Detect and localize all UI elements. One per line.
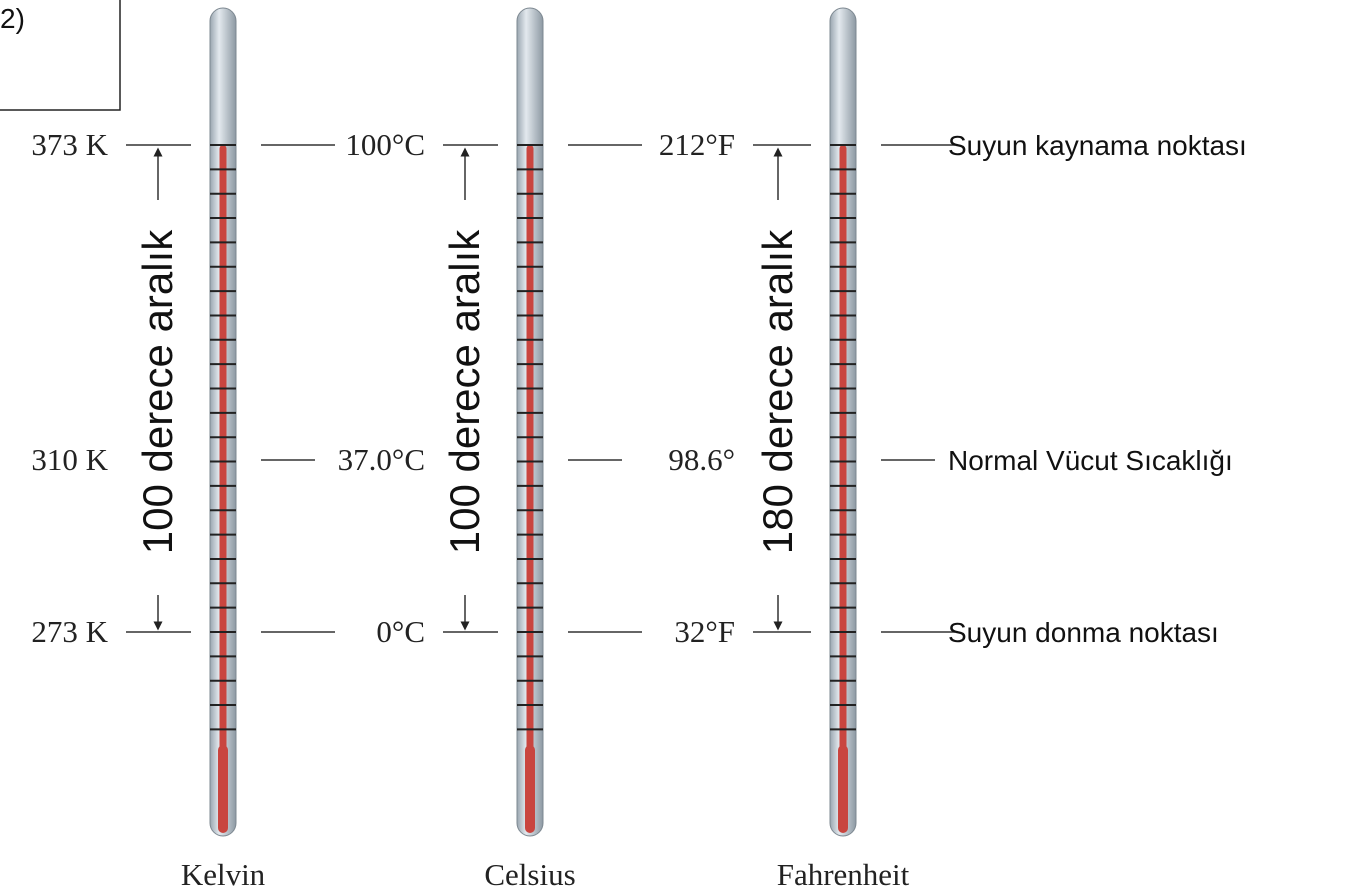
scale-label: 310 K [31, 442, 108, 477]
bulb [218, 745, 228, 833]
bulb [838, 745, 848, 833]
scale-label: 373 K [31, 127, 108, 162]
question-label: 2) [0, 3, 25, 34]
scale-name: Celsius [484, 857, 575, 892]
scale-label: 0°C [376, 614, 425, 649]
interval-label: 180 derece aralık [754, 229, 801, 555]
scale-label: 212°F [659, 127, 735, 162]
scale-label: 273 K [31, 614, 108, 649]
description: Suyun donma noktası [948, 617, 1219, 648]
scale-name: Kelvin [181, 857, 266, 892]
scale-label: 100°C [345, 127, 425, 162]
scale-label: 32°F [674, 614, 735, 649]
interval-label: 100 derece aralık [134, 229, 181, 555]
scale-label: 98.6° [668, 442, 735, 477]
description: Normal Vücut Sıcaklığı [948, 445, 1233, 476]
description: Suyun kaynama noktası [948, 130, 1247, 161]
question-box [0, 0, 121, 111]
mercury [839, 145, 847, 830]
scale-label: 37.0°C [338, 442, 425, 477]
scale-name: Fahrenheit [777, 857, 910, 892]
mercury [526, 145, 534, 830]
interval-label: 100 derece aralık [441, 229, 488, 555]
mercury [219, 145, 227, 830]
bulb [525, 745, 535, 833]
